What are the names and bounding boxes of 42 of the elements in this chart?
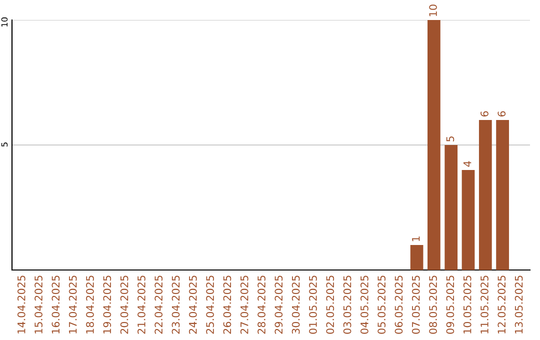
x-tick-label: 28.04.2025 [258,276,266,334]
bar [428,20,440,270]
x-tick-label: 14.04.2025 [17,276,26,334]
x-tick-label: 18.04.2025 [86,276,94,334]
x-tick-label: 15.04.2025 [34,276,42,334]
x-tick-label: 16.04.2025 [52,276,60,334]
x-tick-label: 04.05.2025 [360,276,368,334]
x-tick-label: 02.05.2025 [326,276,334,334]
x-tick-label: 21.04.2025 [138,276,146,334]
bar [496,120,509,270]
x-tick-label: 24.04.2025 [188,276,197,334]
x-tick-label: 20.04.2025 [120,276,128,334]
x-tick-label: 03.05.2025 [343,276,352,334]
x-tick-label: 07.05.2025 [412,276,420,334]
x-tick-label: 19.04.2025 [103,276,112,334]
x-tick-label: 25.04.2025 [206,276,214,334]
bar [444,145,458,270]
x-tick-label: 12.05.2025 [498,276,506,334]
data-label: 6 [480,111,488,116]
x-tick-label: 10.05.2025 [463,276,472,334]
x-tick-label: 30.04.2025 [292,276,300,334]
data-label: 10 [429,4,437,16]
x-tick-label: 06.05.2025 [394,276,403,334]
x-tick-label: 23.04.2025 [172,276,180,334]
bar [410,245,424,270]
x-tick-label: 26.04.2025 [223,276,232,334]
x-tick-label: 01.05.2025 [309,276,317,334]
x-tick-label: 13.05.2025 [514,276,523,334]
x-tick-label: 22.04.2025 [154,276,163,334]
data-label: 5 [446,136,454,142]
bar [462,170,475,270]
x-tick-label: 27.04.2025 [240,276,248,334]
data-label: 1 [412,236,420,242]
x-tick-label: 11.05.2025 [480,276,488,334]
x-tick-label: 08.05.2025 [429,276,437,334]
x-tick-label: 17.04.2025 [68,276,77,334]
data-label: 6 [498,111,506,116]
x-tick-label: 09.05.2025 [446,276,454,334]
x-tick-label: 05.05.2025 [378,276,386,334]
bar [478,120,492,270]
x-tick-label: 29.04.2025 [274,276,283,334]
data-label: 4 [464,161,472,167]
